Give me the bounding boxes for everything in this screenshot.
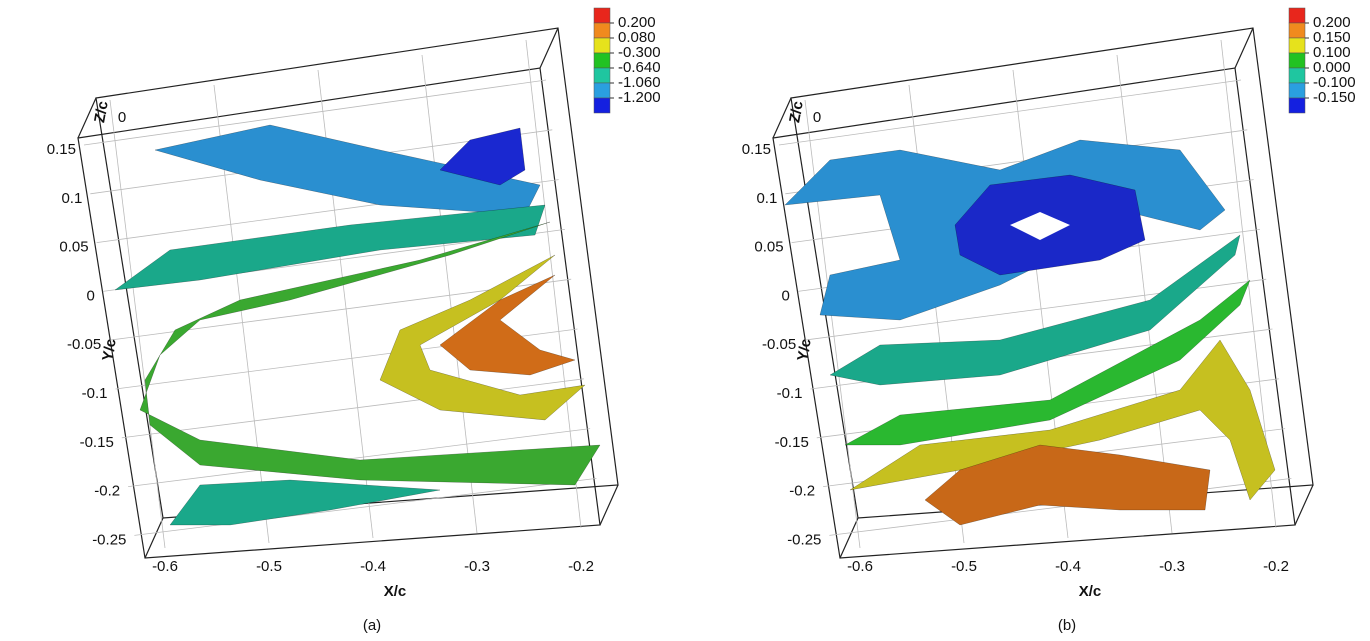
y-tick-label: -0.2: [789, 483, 815, 500]
z-axis-label: Z/c: [786, 100, 807, 124]
x-axis-label: X/c: [384, 583, 407, 600]
y-tick-label: -0.15: [80, 434, 114, 451]
y-tick-label: 0.15: [47, 141, 76, 158]
grid-line: [109, 99, 166, 549]
legend-label: -0.100: [1313, 74, 1356, 91]
legend-swatch: [1288, 82, 1306, 99]
legend-swatch: [1288, 52, 1306, 69]
legend-swatch: [1288, 97, 1306, 114]
legend-label: -0.150: [1313, 89, 1356, 106]
legend-label: -1.200: [618, 89, 661, 106]
x-tick-label: -0.6: [152, 558, 178, 575]
legend-swatch: [593, 67, 611, 84]
legend-label: 0.100: [1313, 44, 1351, 61]
x-tick-label: -0.2: [568, 558, 594, 575]
panel: 0.15 0.1 0.05 0 -0.05 -0.1 -0.15 -0.2 -0.25 -0.6 -…: [47, 7, 661, 634]
legend-swatch: [1288, 7, 1306, 24]
legend-swatch: [1288, 37, 1306, 54]
box-edge: [839, 517, 859, 559]
box-edge: [772, 97, 792, 139]
legend-swatch: [593, 97, 611, 114]
y-tick-label: 0.05: [754, 239, 783, 256]
y-tick-label: 0: [782, 287, 790, 304]
legend-label: 0.150: [1313, 29, 1351, 46]
x-tick-label: -0.5: [951, 558, 977, 575]
box-edge: [539, 27, 559, 69]
y-tick-label: 0.15: [742, 141, 771, 158]
grid-line: [778, 79, 1242, 146]
x-tick-label: -0.5: [256, 558, 282, 575]
z-tick-label: 0: [813, 109, 821, 126]
isosurfaces-b: [784, 139, 1276, 526]
y-tick-label: -0.15: [775, 434, 809, 451]
x-axis-label: X/c: [1079, 583, 1102, 600]
box-edge: [144, 517, 164, 559]
caption: (a): [363, 617, 381, 634]
x-tick-label: -0.3: [1159, 558, 1185, 575]
grid-line: [134, 478, 597, 536]
box-edge: [599, 484, 619, 526]
legend-swatch: [593, 52, 611, 69]
grid-line: [121, 378, 584, 439]
y-tick-label: 0: [87, 287, 95, 304]
y-tick-label: -0.05: [67, 336, 101, 353]
legend-label: -0.640: [618, 59, 661, 76]
y-tick-label: -0.25: [92, 531, 126, 548]
grid-line: [128, 428, 591, 487]
x-tick-label: -0.2: [1263, 558, 1289, 575]
legend-swatch: [593, 37, 611, 54]
box-edge: [1294, 484, 1314, 526]
y-axis-label: Y/c: [99, 337, 120, 362]
y-tick-label: -0.05: [762, 336, 796, 353]
isosurfaces-a: [114, 124, 601, 526]
x-tick-label: -0.4: [1055, 558, 1081, 575]
x-tick-label: -0.4: [360, 558, 386, 575]
legend-swatch: [1288, 22, 1306, 39]
legend-label: 0.000: [1313, 59, 1351, 76]
y-tick-label: -0.25: [787, 531, 821, 548]
box-edge: [1234, 27, 1254, 69]
y-tick-label: 0.1: [756, 190, 777, 207]
y-tick-label: -0.1: [777, 385, 803, 402]
grid-line: [525, 39, 582, 529]
y-tick-label: -0.1: [82, 385, 108, 402]
grid-line: [829, 478, 1292, 536]
panel: 0.15 0.1 0.05 0 -0.05 -0.1 -0.15 -0.2 -0.25 -0.6 -…: [742, 7, 1356, 634]
legend-swatch: [593, 22, 611, 39]
legend-swatch: [593, 7, 611, 24]
box-edge: [77, 97, 97, 139]
grid-line: [83, 79, 547, 146]
y-tick-label: -0.2: [94, 483, 120, 500]
y-tick-label: 0.05: [59, 239, 88, 256]
z-axis-label: Z/c: [91, 100, 112, 124]
legend-label: 0.200: [618, 14, 656, 31]
legend-swatch: [593, 82, 611, 99]
legend-label: -0.300: [618, 44, 661, 61]
legend-label: 0.080: [618, 29, 656, 46]
legend-label: 0.200: [1313, 14, 1351, 31]
x-tick-label: -0.3: [464, 558, 490, 575]
x-tick-label: -0.6: [847, 558, 873, 575]
legend-swatch: [1288, 67, 1306, 84]
legend-label: -1.060: [618, 74, 661, 91]
y-tick-label: 0.1: [61, 190, 82, 207]
y-axis-label: Y/c: [794, 337, 815, 362]
caption: (b): [1058, 617, 1076, 634]
z-tick-label: 0: [118, 109, 126, 126]
grid-line: [1116, 54, 1173, 534]
grid-line: [804, 99, 861, 549]
